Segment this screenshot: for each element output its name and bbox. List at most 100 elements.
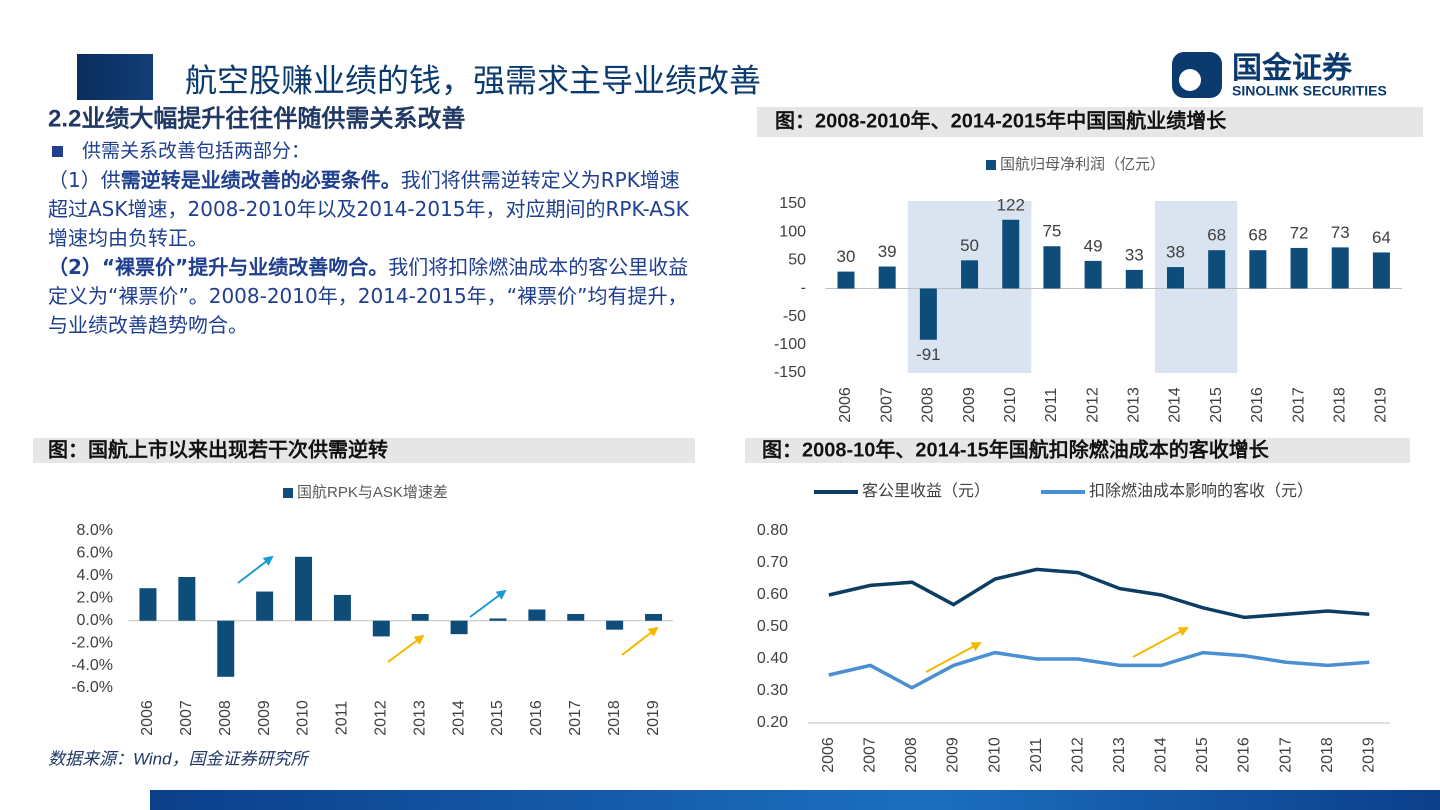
x-tick-label: 2011 <box>1028 738 1045 773</box>
y-tick-label: -50 <box>783 308 806 325</box>
x-tick-label: 2016 <box>1236 737 1253 773</box>
logo-text: 国金证券 <box>1232 51 1353 85</box>
bar <box>567 613 585 621</box>
x-tick-label: 2010 <box>1002 387 1019 423</box>
bar <box>837 271 855 289</box>
y-tick-label: 150 <box>779 195 806 212</box>
bar <box>1290 247 1308 289</box>
text-run: 我们将扣除燃油成本的客公里收益定义为“裸票价”。2008-2010年，2014-… <box>48 255 689 337</box>
legend-label: 国航归母净利润（亿元） <box>1000 156 1165 173</box>
chart-title: 图：2008-10年、2014-15年国航扣除燃油成本的客收增长 <box>762 437 1270 461</box>
source-note: 数据来源：Wind，国金证券研究所 <box>48 749 311 768</box>
chart-title: 图：国航上市以来出现若干次供需逆转 <box>48 437 388 461</box>
y-tick-label: 0.50 <box>757 618 788 635</box>
paragraph: （2）“裸票价”提升与业绩改善吻合。我们将扣除燃油成本的客公里收益定义为“裸票价… <box>48 253 696 340</box>
x-tick-label: 2007 <box>862 737 879 773</box>
x-tick-label: 2012 <box>1069 737 1086 773</box>
bar <box>1043 246 1061 289</box>
x-tick-label: 2019 <box>1360 737 1377 773</box>
arrow <box>1132 627 1189 658</box>
line-series <box>828 567 1370 620</box>
x-tick-label: 2016 <box>1249 387 1266 423</box>
logo-subtext: SINOLINK SECURITIES <box>1232 83 1387 99</box>
bar <box>1249 250 1267 289</box>
bar <box>295 556 313 621</box>
legend-label: 国航RPK与ASK增速差 <box>297 484 448 501</box>
x-tick-label: 2016 <box>528 700 545 736</box>
title-bar <box>757 107 1423 137</box>
y-tick-label: -2.0% <box>71 634 113 651</box>
bar <box>878 266 896 289</box>
x-tick-label: 2007 <box>878 387 895 423</box>
x-tick-label: 2013 <box>1126 387 1143 423</box>
x-tick-label: 2014 <box>450 700 467 736</box>
value-label: 72 <box>1290 223 1309 242</box>
x-tick-label: 2010 <box>986 737 1003 773</box>
text-run: （2）“裸票价”提升与业绩改善吻合。 <box>48 255 389 279</box>
bar <box>1331 247 1349 289</box>
y-tick-label: -4.0% <box>71 657 113 674</box>
y-tick-label: 0.60 <box>757 586 788 603</box>
bar <box>1125 269 1143 289</box>
x-tick-label: 2007 <box>178 700 195 736</box>
bar <box>1208 250 1226 289</box>
bullet-text: 供需关系改善包括两部分： <box>82 140 310 162</box>
value-label: 73 <box>1331 223 1350 242</box>
x-tick-label: 2012 <box>1084 387 1101 423</box>
x-tick-label: 2013 <box>411 700 428 736</box>
x-tick-label: 2015 <box>1208 387 1225 423</box>
bar <box>961 260 979 289</box>
y-tick-label: 0.70 <box>757 554 788 571</box>
legend-swatch <box>986 160 996 170</box>
bar <box>645 613 663 621</box>
value-label: 39 <box>878 242 897 261</box>
text-run: 我们将供需逆转定义为RPK增速超过ASK增速，2008-2010年以及2014-… <box>48 168 689 250</box>
bar <box>606 620 624 630</box>
bar <box>333 594 351 621</box>
x-tick-label: 2019 <box>1373 387 1390 423</box>
y-tick-label: 2.0% <box>77 590 113 607</box>
bar <box>256 591 274 621</box>
title-bar <box>745 438 1410 463</box>
legend-label: 扣除燃油成本影响的客收（元） <box>1089 482 1313 500</box>
x-tick-label: 2006 <box>837 387 854 423</box>
value-label: 33 <box>1125 245 1144 264</box>
y-tick-label: 0.30 <box>757 682 788 699</box>
x-tick-label: 2011 <box>334 701 351 736</box>
x-tick-label: 2009 <box>961 387 978 423</box>
y-tick-label: 0.20 <box>757 714 788 731</box>
x-tick-label: 2011 <box>1043 388 1060 423</box>
bar <box>411 613 429 621</box>
x-tick-label: 2018 <box>1331 387 1348 423</box>
text-run: 需逆转是业绩改善的必要条件。 <box>120 168 401 192</box>
section-heading: 2.2业绩大幅提升往往伴随供需关系改善 <box>48 104 465 132</box>
y-tick-label: -100 <box>774 336 806 353</box>
x-tick-label: 2009 <box>945 737 962 773</box>
bar <box>1372 252 1390 289</box>
value-label: 38 <box>1166 243 1185 262</box>
x-tick-label: 2015 <box>489 700 506 736</box>
value-label: -91 <box>916 345 941 364</box>
bar <box>372 620 390 637</box>
value-label: 75 <box>1042 222 1061 241</box>
bar <box>919 288 937 340</box>
arrow <box>469 589 507 618</box>
legend-swatch <box>283 488 293 498</box>
paragraph: （1）供需逆转是业绩改善的必要条件。我们将供需逆转定义为RPK增速超过ASK增速… <box>48 166 696 253</box>
value-label: 30 <box>837 247 856 266</box>
x-tick-label: 2018 <box>1319 737 1336 773</box>
x-tick-label: 2009 <box>256 700 273 736</box>
value-label: 49 <box>1084 236 1103 255</box>
body-text: （1）供需逆转是业绩改善的必要条件。我们将供需逆转定义为RPK增速超过ASK增速… <box>48 166 696 340</box>
x-tick-label: 2017 <box>567 700 584 736</box>
bar <box>528 609 546 621</box>
chart-title: 图：2008-2010年、2014-2015年中国国航业绩增长 <box>775 108 1227 132</box>
bullet-square <box>52 146 63 157</box>
value-label: 68 <box>1248 226 1267 245</box>
y-tick-label: 0.40 <box>757 650 788 667</box>
y-tick-label: 0.80 <box>757 522 788 539</box>
bar <box>1002 219 1020 289</box>
bar <box>1166 267 1184 289</box>
y-tick-label: 50 <box>788 252 806 269</box>
value-label: 64 <box>1372 228 1391 247</box>
